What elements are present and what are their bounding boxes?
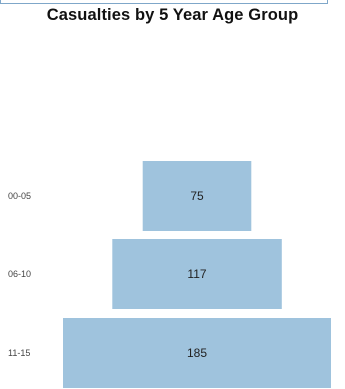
bar-11-15 <box>63 318 331 388</box>
data-label-06-10: 117 <box>187 267 206 281</box>
data-label-00-05: 75 <box>190 189 204 203</box>
category-label-00-05: 00-05 <box>8 191 31 201</box>
bar-06-10 <box>112 239 282 309</box>
bar-00-05 <box>142 161 252 231</box>
frame-top-border <box>0 0 328 4</box>
chart-title: Casualties by 5 Year Age Group <box>46 6 299 24</box>
data-label-11-15: 185 <box>187 346 207 360</box>
category-label-06-10: 06-10 <box>8 269 31 279</box>
category-label-11-15: 11-15 <box>8 348 30 358</box>
